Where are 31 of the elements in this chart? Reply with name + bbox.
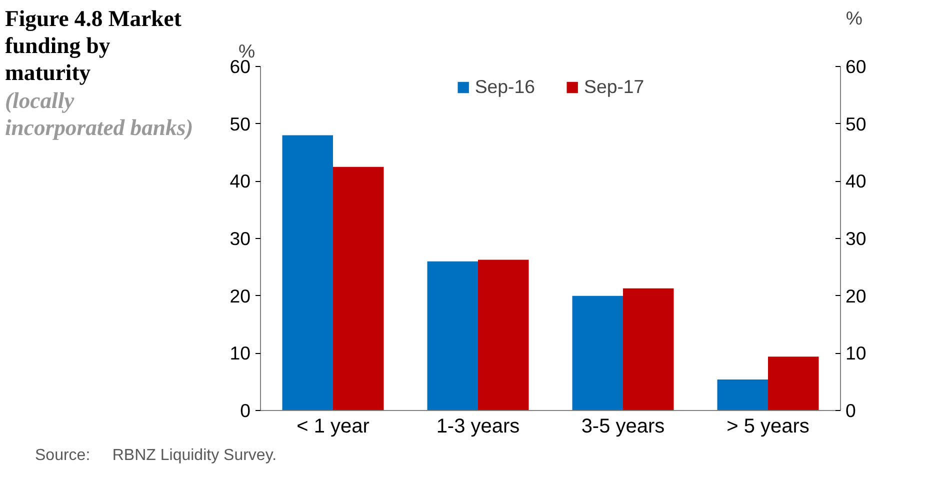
y2-tick-label: 30 [846,228,866,249]
y-tick-label: 30 [230,228,251,249]
bar [572,296,623,410]
y2-tick-label: 60 [846,56,866,77]
source-note: Source: RBNZ Liquidity Survey. [35,446,277,466]
y-tick-label: 0 [240,400,251,421]
y-tick-label: 40 [230,170,251,192]
y2-tick-label: 0 [846,400,856,421]
bar [282,135,333,410]
x-tick-label: > 5 years [726,416,810,438]
y2-tick-label: 10 [846,342,866,364]
y-tick-label: 10 [230,342,251,364]
legend-label: Sep-16 [474,76,535,98]
x-tick-label: 3-5 years [581,416,665,438]
bar [427,261,478,410]
bar [717,380,768,410]
y2-tick-label: 20 [846,285,866,306]
x-tick-label: < 1 year [296,416,370,438]
y-tick-label: 20 [230,285,251,306]
y-tick-label: 50 [230,113,251,134]
y2-tick-label: 40 [846,170,866,192]
y2-tick-label: 50 [846,113,866,134]
bar [768,356,819,410]
bar [478,260,529,410]
text: (locally incorporated banks) [5,86,194,142]
legend-label: Sep-17 [584,76,644,98]
bar [333,166,384,410]
y2-axis-title: % [846,8,863,28]
bar [623,288,674,410]
chart-title: Figure 4.8 Market funding by maturity [5,5,182,87]
x-tick-label: 1-3 years [436,416,520,438]
